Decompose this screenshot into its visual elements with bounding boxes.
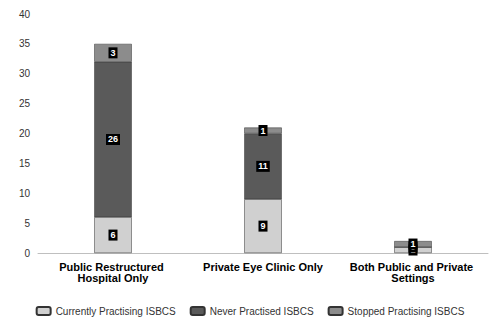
svg-text:1: 1 (260, 126, 265, 136)
svg-text:Private Eye Clinic Only: Private Eye Clinic Only (203, 261, 324, 273)
svg-text:11: 11 (258, 161, 268, 171)
svg-text:25: 25 (19, 98, 31, 109)
svg-text:Both Public and Private: Both Public and Private (349, 260, 477, 273)
svg-text:26: 26 (108, 134, 118, 144)
svg-text:20: 20 (19, 128, 31, 139)
svg-text:3: 3 (110, 48, 115, 58)
svg-text:Never Practised ISBCS: Never Practised ISBCS (210, 306, 314, 317)
svg-text:9: 9 (260, 221, 265, 231)
svg-text:0: 0 (24, 248, 30, 259)
svg-text:Settings: Settings (391, 272, 434, 284)
svg-text:10: 10 (19, 188, 31, 199)
svg-text:5: 5 (24, 218, 30, 229)
svg-text:40: 40 (19, 9, 31, 20)
svg-text:1: 1 (410, 239, 415, 249)
svg-text:Currently Practising ISBCS: Currently Practising ISBCS (56, 306, 176, 317)
svg-text:Stopped Practising ISBCS: Stopped Practising ISBCS (348, 306, 465, 317)
svg-text:Public Restructured: Public Restructured (59, 260, 167, 273)
svg-text:6: 6 (110, 230, 115, 240)
svg-text:Hospital Only: Hospital Only (78, 272, 150, 284)
svg-text:35: 35 (19, 38, 31, 49)
svg-text:15: 15 (19, 158, 31, 169)
svg-text:30: 30 (19, 68, 31, 79)
